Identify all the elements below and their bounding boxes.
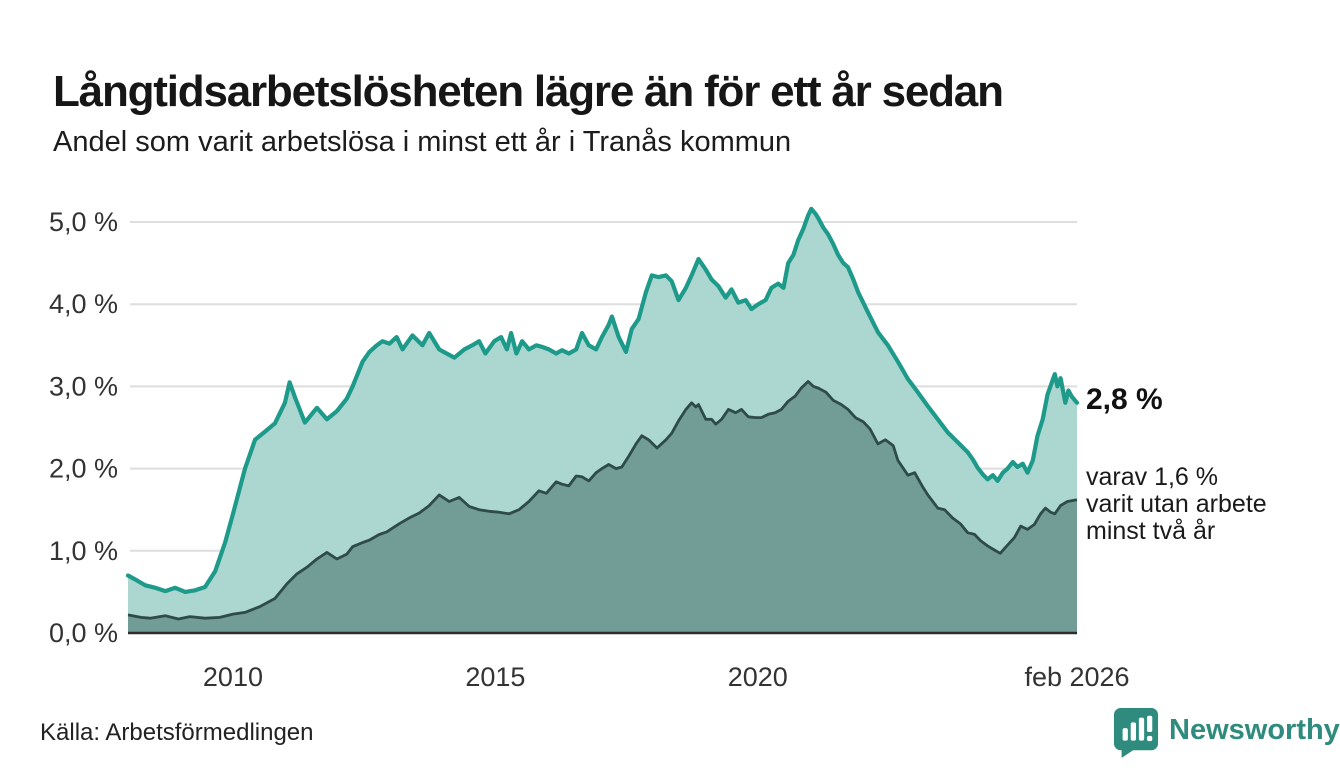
y-tick-label: 3,0 % [49, 371, 118, 401]
newsworthy-bubble-chart-icon [1113, 706, 1159, 763]
newsworthy-logo[interactable]: Newsworthy [1113, 706, 1340, 758]
page-title: Långtidsarbetslösheten lägre än för ett … [53, 67, 1004, 117]
y-tick-label: 0,0 % [49, 618, 118, 648]
source-caption: Källa: Arbetsförmedlingen [40, 719, 314, 746]
latest-value-label: 2,8 % [1086, 383, 1163, 416]
x-tick-label: feb 2026 [1024, 662, 1129, 692]
y-tick-label: 4,0 % [49, 289, 118, 319]
chart-subtitle: Andel som varit arbetslösa i minst ett å… [53, 126, 792, 158]
unemployment-area-chart: 0,0 % 1,0 % 2,0 % 3,0 % 4,0 % 5,0 % 2010 2015 20… [49, 206, 1130, 692]
y-tick-label: 5,0 % [49, 207, 118, 237]
note-line-1: varav 1,6 % [1086, 463, 1219, 491]
x-tick-label: 2020 [728, 662, 788, 692]
y-tick-label: 1,0 % [49, 536, 118, 566]
x-tick-label: 2015 [465, 662, 525, 692]
line-unemployed-1yr [125, 206, 1080, 594]
line-unemployed-2yr [127, 380, 1078, 621]
y-tick-label: 2,0 % [49, 454, 118, 484]
area-unemployed-2yr [128, 381, 1077, 633]
note-line-3: minst två år [1086, 517, 1216, 545]
newsworthy-wordmark: Newsworthy [1169, 714, 1340, 746]
note-line-2: varit utan arbete [1086, 490, 1267, 518]
x-tick-label: 2010 [203, 662, 263, 692]
latest-note-label: varav 1,6 % varit utan arbete minst två … [1086, 464, 1326, 545]
